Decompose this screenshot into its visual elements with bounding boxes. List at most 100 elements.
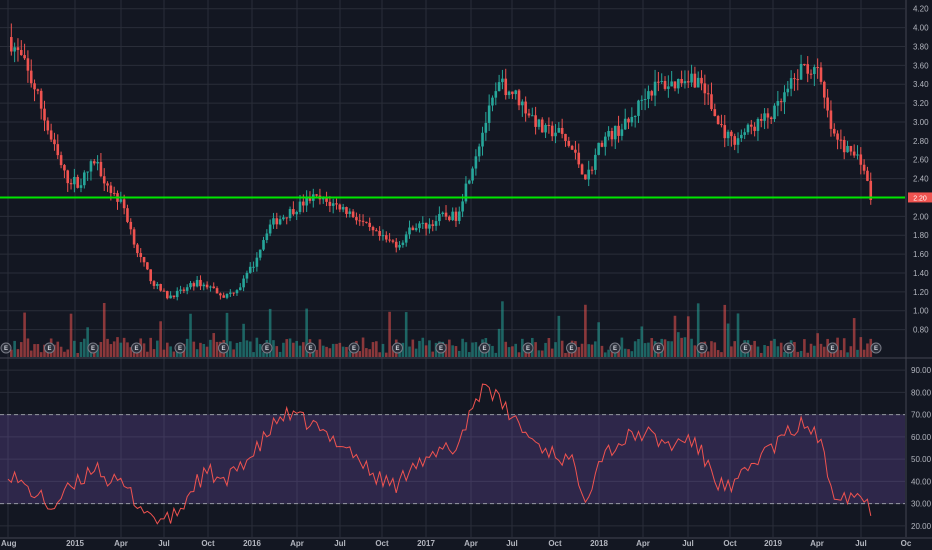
candle-body — [262, 240, 265, 250]
candle-body — [53, 139, 56, 145]
volume-bar — [53, 344, 56, 357]
candle-body — [126, 208, 129, 222]
candle-body — [73, 176, 76, 185]
volume-bar — [275, 346, 279, 357]
volume-bar — [497, 328, 501, 357]
volume-bar — [23, 312, 26, 357]
candle-body — [594, 154, 597, 170]
volume-bar — [726, 323, 730, 357]
time-tick-label: Apr — [636, 539, 650, 548]
time-tick-label: 2017 — [417, 539, 435, 548]
candle-body — [823, 81, 826, 98]
earnings-icon[interactable] — [305, 342, 316, 354]
candle-body — [391, 240, 395, 242]
volume-bar — [215, 341, 219, 357]
candle-body — [129, 221, 133, 230]
candle-body — [627, 118, 630, 123]
earnings-icon[interactable] — [261, 342, 273, 354]
earnings-icon-label: E — [91, 346, 95, 352]
earnings-icon-label: E — [830, 346, 834, 352]
price-tick-label: 2.00 — [913, 212, 929, 221]
earnings-icon-label: E — [439, 346, 443, 352]
volume-bar — [477, 346, 481, 357]
earnings-icon[interactable] — [827, 342, 838, 354]
candle-body — [607, 130, 610, 137]
candle-body — [76, 176, 79, 188]
earnings-icon[interactable] — [870, 342, 882, 354]
candle-body — [298, 201, 302, 212]
volume-bar — [550, 348, 554, 357]
candle-body — [557, 127, 561, 133]
candle-body — [63, 165, 66, 171]
volume-bar — [66, 349, 70, 357]
candle-body — [759, 118, 763, 121]
candle-body — [36, 89, 40, 91]
candle-body — [33, 83, 36, 90]
earnings-icon[interactable] — [218, 342, 229, 354]
volume-bar — [676, 332, 680, 357]
volume-bar — [501, 301, 504, 357]
earnings-icon[interactable] — [783, 342, 795, 354]
time-tick-label: Apr — [464, 539, 478, 548]
volume-bar — [776, 346, 780, 357]
earnings-icon[interactable] — [348, 342, 360, 354]
earnings-icon[interactable] — [609, 342, 621, 354]
volume-bar — [388, 311, 391, 357]
earnings-icon[interactable] — [653, 342, 664, 354]
earnings-icon[interactable] — [479, 342, 490, 354]
earnings-icon[interactable] — [131, 342, 142, 354]
volume-bar — [753, 340, 756, 357]
candle-body — [613, 125, 617, 140]
candle-body — [670, 81, 673, 87]
candle-body — [842, 139, 846, 153]
volume-bar — [36, 344, 40, 357]
volume-bar — [295, 340, 298, 357]
rsi-band — [0, 414, 905, 504]
candle-body — [394, 241, 398, 248]
earnings-icon-label: E — [352, 346, 356, 352]
earnings-icon[interactable] — [522, 342, 534, 354]
candle-body — [504, 78, 508, 96]
candle-body — [750, 124, 753, 127]
volume-bar — [411, 339, 415, 357]
candle-body — [252, 266, 255, 268]
earnings-icon[interactable] — [44, 342, 55, 354]
earnings-icon[interactable] — [87, 342, 99, 354]
candle-body — [83, 172, 86, 186]
volume-bar — [540, 350, 544, 357]
volume-bar — [212, 333, 216, 357]
earnings-icon-label: E — [221, 346, 225, 352]
candle-body — [112, 192, 116, 194]
time-tick-label: Oct — [723, 539, 737, 548]
earnings-icon[interactable] — [696, 342, 708, 354]
earnings-icon[interactable] — [392, 342, 403, 354]
candle-body — [643, 99, 647, 101]
volume-bar — [149, 337, 152, 357]
candle-body — [448, 216, 451, 221]
candle-body — [527, 113, 531, 116]
candle-body — [723, 125, 727, 139]
volume-bar — [248, 341, 252, 357]
earnings-icon[interactable] — [435, 342, 447, 354]
earnings-icon[interactable] — [566, 342, 577, 354]
candle-body — [491, 97, 494, 106]
price-tick-label: 2.40 — [913, 175, 929, 184]
volume-bar — [866, 343, 869, 357]
candle-body — [122, 199, 126, 209]
volume-bar — [511, 346, 514, 357]
volume-bar — [710, 341, 713, 357]
candle-body — [39, 90, 43, 109]
earnings-icon[interactable] — [174, 342, 186, 354]
earnings-icon[interactable] — [740, 342, 751, 354]
candle-body — [331, 203, 335, 206]
volume-bar — [457, 350, 461, 357]
volume-bar — [521, 338, 524, 357]
earnings-icon-label: E — [613, 346, 617, 352]
candle-body — [268, 224, 272, 234]
volume-bar — [859, 337, 863, 357]
volume-bar — [431, 351, 435, 357]
volume-bar — [696, 303, 700, 357]
volume-bar — [736, 313, 740, 357]
earnings-icon[interactable] — [0, 342, 12, 354]
